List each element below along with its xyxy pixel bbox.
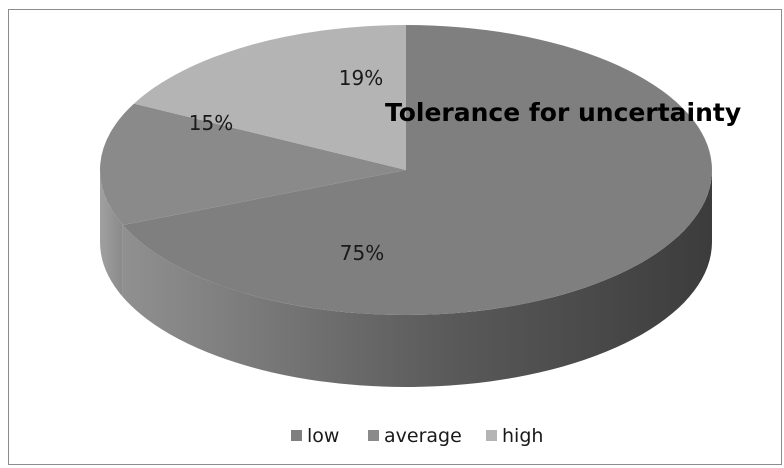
chart-title: Tolerance for uncertainty <box>385 98 741 127</box>
legend-swatch-low <box>291 430 302 441</box>
pie-side-low <box>122 170 713 388</box>
legend-label-average: average <box>384 425 462 447</box>
pie-slice-low <box>122 25 712 315</box>
legend: low average high <box>291 425 543 447</box>
pie-slice-average <box>99 103 407 226</box>
legend-swatch-high <box>486 430 497 441</box>
chart-area: 75% 15% 19% Tolerance for uncertainty low a… <box>8 9 782 465</box>
slice-label-low: 75% <box>340 241 384 265</box>
legend-swatch-average <box>368 430 379 441</box>
pie-side-average <box>100 170 123 298</box>
slice-label-average: 15% <box>189 111 233 135</box>
pie-slice-high <box>133 25 406 170</box>
legend-label-high: high <box>502 425 543 447</box>
pie-chart: 75% 15% 19% Tolerance for uncertainty low a… <box>99 25 741 447</box>
legend-label-low: low <box>307 425 339 447</box>
slice-label-high: 19% <box>339 66 383 90</box>
